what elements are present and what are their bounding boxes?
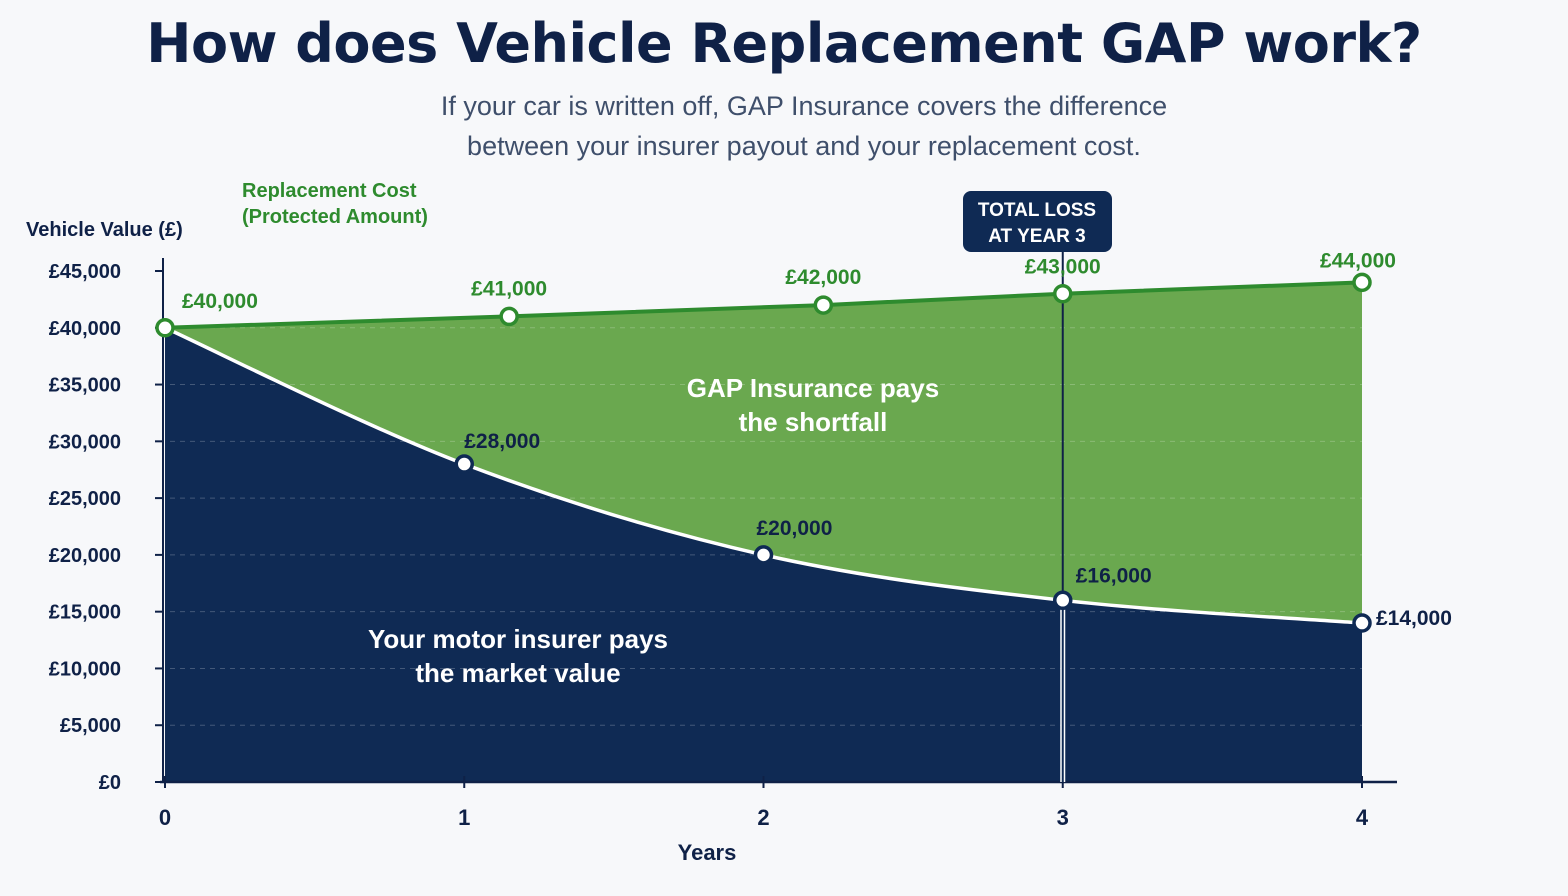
market-point-1 [454,454,474,474]
replacement-value-label-4: £44,000 [1320,249,1396,272]
x-tick-label-4: 4 [1356,805,1369,830]
replacement-point-4 [1352,272,1372,293]
chart-title: How does Vehicle Replacement GAP work? [146,12,1422,75]
x-tick-label-0: 0 [159,805,171,830]
x-tick-label-3: 3 [1057,805,1069,830]
replacement-point-1 [499,306,519,327]
subtitle-line-2: between your insurer payout and your rep… [467,131,1141,161]
y-tick-label-8: £40,000 [49,318,121,340]
replacement-value-label-0: £40,000 [182,290,258,313]
y-tick-label-7: £35,000 [49,375,121,397]
replacement-value-label-2: £42,000 [785,266,861,289]
x-tick-label-1: 1 [458,805,470,830]
market-point-4 [1352,613,1372,633]
y-tick-label-9: £45,000 [49,261,121,283]
y-tick-label-3: £15,000 [49,602,121,624]
y-axis-title: Vehicle Value (£) [26,219,183,241]
total-loss-callout-line-0: TOTAL LOSS [978,200,1096,221]
x-tick-label-2: 2 [757,805,769,830]
replacement-point-2 [813,295,834,315]
chart-subtitle: If your car is written off, GAP Insuranc… [384,86,1224,166]
region-label-gap-0: GAP Insurance pays [687,373,939,403]
y-tick-label-2: £10,000 [49,658,121,680]
x-axis-title: Years [678,840,737,865]
total-loss-callout-line-1: AT YEAR 3 [988,226,1086,247]
replacement-point-3 [1053,283,1073,304]
y-tick-label-0: £0 [99,772,121,794]
market-value-label-2: £20,000 [757,517,833,540]
replacement-value-label-1: £41,000 [471,277,547,300]
series-label-line-1: (Protected Amount) [242,206,428,228]
region-label-market-0: Your motor insurer pays [368,624,668,654]
replacement-point-0 [155,318,175,338]
market-value-label-4: £14,000 [1376,607,1452,630]
replacement-value-label-3: £43,000 [1025,256,1101,279]
total-loss-callout [963,191,1112,252]
series-label-line-0: Replacement Cost [242,180,417,202]
y-tick-label-6: £30,000 [49,431,121,453]
y-tick-label-1: £5,000 [60,715,121,737]
subtitle-line-1: If your car is written off, GAP Insuranc… [440,91,1168,121]
market-value-label-1: £28,000 [464,430,540,453]
region-label-market-1: the market value [415,658,620,688]
market-point-3 [1053,590,1073,611]
market-point-2 [753,545,774,565]
market-value-label-3: £16,000 [1076,564,1152,587]
y-tick-label-5: £25,000 [49,488,121,510]
y-tick-label-4: £20,000 [49,545,121,567]
region-label-gap-1: the shortfall [739,407,888,437]
